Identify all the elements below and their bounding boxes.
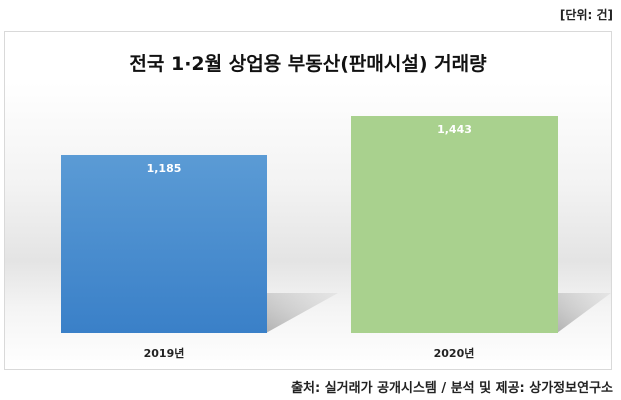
category-label-2020: 2020년 — [433, 347, 475, 360]
unit-label: [단위: 건] — [559, 8, 613, 22]
chart-frame: 전국 1·2월 상업용 부동산(판매시설) 거래량 1,185 1,443 20… — [4, 31, 612, 370]
bar-2019: 1,185 — [61, 155, 267, 333]
chart-title: 전국 1·2월 상업용 부동산(판매시설) 거래량 — [129, 53, 487, 75]
category-label-2019: 2019년 — [143, 347, 185, 360]
bar-shadow-2019 — [266, 293, 338, 333]
bar-shadow-2020 — [557, 293, 611, 333]
bar-value-2019: 1,185 — [146, 162, 182, 175]
source-note: 출처: 실거래가 공개시스템 / 분석 및 제공: 상가정보연구소 — [291, 381, 613, 396]
bar-value-2020: 1,443 — [437, 123, 472, 136]
bar-2020: 1,443 — [351, 116, 558, 333]
